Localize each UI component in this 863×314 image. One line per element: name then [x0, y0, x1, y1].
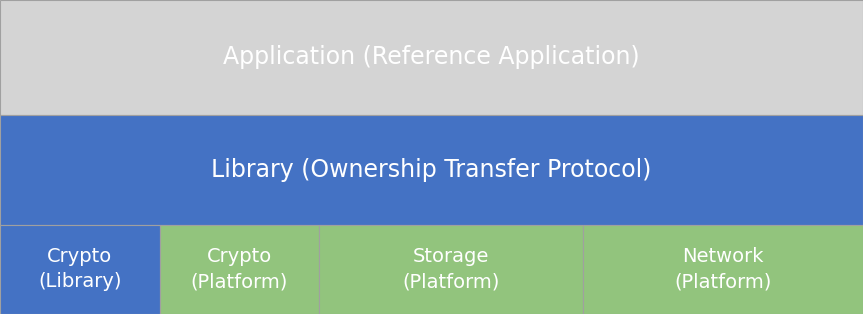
Bar: [0, 225, 160, 314]
Text: Network
(Platform): Network (Platform): [674, 247, 772, 291]
Bar: [0, 115, 863, 225]
Bar: [583, 225, 863, 314]
Text: Storage
(Platform): Storage (Platform): [402, 247, 500, 291]
Bar: [0, 0, 863, 115]
Bar: [160, 225, 319, 314]
Text: Application (Reference Application): Application (Reference Application): [224, 45, 639, 69]
Bar: [319, 225, 583, 314]
Text: Library (Ownership Transfer Protocol): Library (Ownership Transfer Protocol): [211, 158, 652, 181]
Text: Crypto
(Library): Crypto (Library): [38, 247, 122, 291]
Text: Crypto
(Platform): Crypto (Platform): [191, 247, 288, 291]
